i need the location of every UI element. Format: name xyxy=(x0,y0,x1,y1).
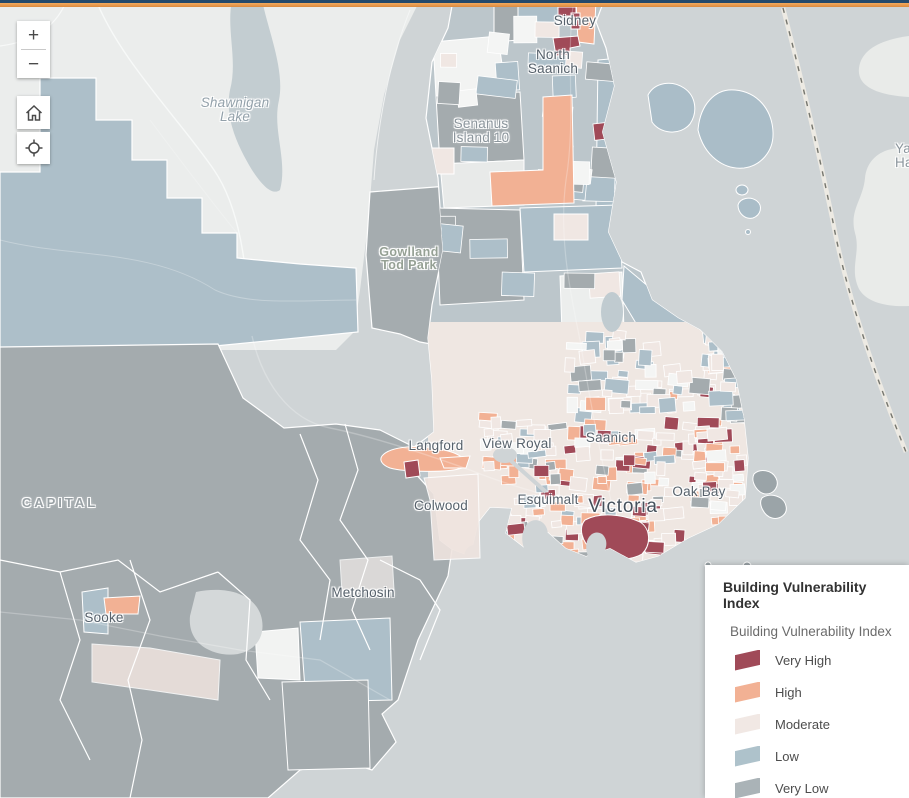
boundary-lines xyxy=(0,423,441,798)
legend-item-very-low: Very Low xyxy=(735,777,909,798)
very-low-label: Very Low xyxy=(775,780,829,796)
very-high-swatch xyxy=(735,649,760,671)
very-high-label: Very High xyxy=(775,652,832,668)
high-label: High xyxy=(775,684,802,700)
moderate-label: Moderate xyxy=(775,716,830,732)
high-swatch xyxy=(735,681,760,703)
low-label: Low xyxy=(775,748,799,764)
top-accent-bar xyxy=(0,0,909,7)
locate-icon xyxy=(25,139,42,157)
legend-layer-title: Building Vulnerability Index xyxy=(730,624,892,639)
legend-item-moderate: Moderate xyxy=(735,713,909,735)
zoom-out-button[interactable]: − xyxy=(27,53,40,75)
home-icon xyxy=(25,104,42,121)
moderate-swatch xyxy=(735,713,760,735)
zoom-divider xyxy=(21,49,46,50)
roads xyxy=(0,5,613,701)
zoom-control-group: + − xyxy=(17,21,50,78)
low-swatch xyxy=(735,745,760,767)
home-button[interactable] xyxy=(17,96,50,129)
locate-button[interactable] xyxy=(17,132,50,164)
legend-item-high: High xyxy=(735,681,909,703)
legend-item-low: Low xyxy=(735,745,909,767)
shawnigan-lake-water xyxy=(228,0,283,192)
peninsula-highlights xyxy=(489,6,597,207)
zoom-in-button[interactable]: + xyxy=(27,24,40,46)
legend-panel-title: Building Vulnerability Index xyxy=(723,579,867,611)
urban-highlights xyxy=(493,292,649,560)
legend-panel: Building Vulnerability Index Building Vu… xyxy=(705,565,909,798)
top-navy-stripe xyxy=(0,0,909,3)
westshore-features xyxy=(81,446,481,771)
very-low-swatch xyxy=(735,777,760,798)
top-orange-stripe xyxy=(0,3,909,7)
region-low-northwest xyxy=(0,77,359,349)
legend-item-very-high: Very High xyxy=(735,649,909,671)
boundary-dashed-line xyxy=(780,7,909,453)
